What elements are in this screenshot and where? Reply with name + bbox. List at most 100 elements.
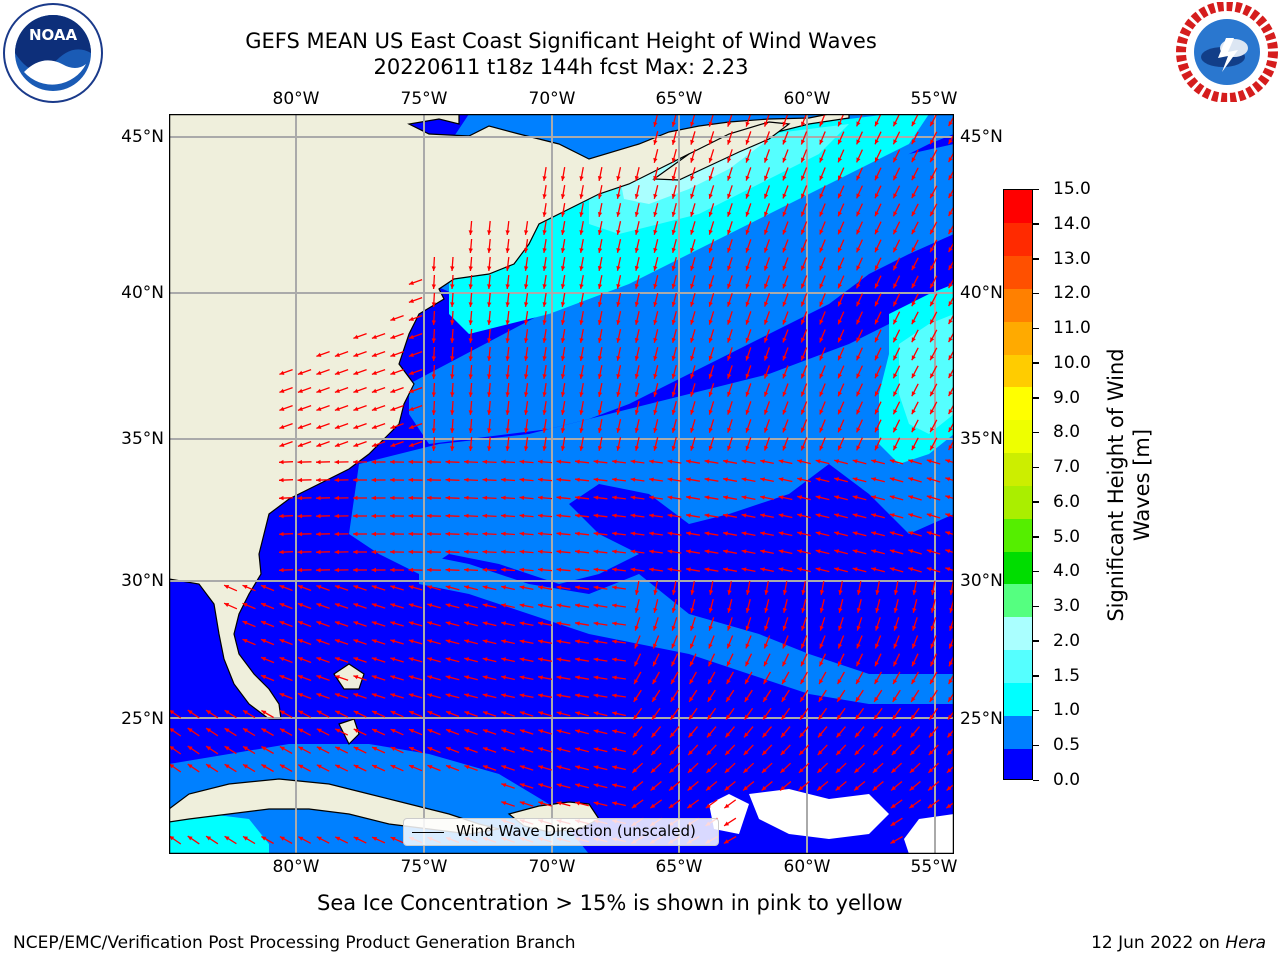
wave-direction-arrowhead [727,247,732,253]
wave-direction-arrowhead [579,230,584,235]
wave-direction-arrowhead [817,768,823,773]
wave-direction-arrowhead [560,194,566,199]
wave-direction-arrowhead [538,477,543,482]
wave-direction-arrowhead [744,732,749,738]
wave-direction-arrowhead [856,607,861,613]
wave-direction-arrowhead [893,445,898,451]
wave-direction-arrowhead [538,567,543,572]
wave-direction-arrowhead [390,388,396,393]
wave-direction-arrowhead [745,391,750,397]
wave-direction-arrowhead [316,639,322,644]
band-1.0-1.5 [449,114,929,334]
wave-direction-arrowhead [519,495,525,500]
wave-direction-arrowhead [505,338,510,343]
wave-direction-arrowhead [335,746,341,751]
wave-direction-arrowhead [560,230,566,235]
wave-direction-arrowhead [279,442,285,447]
wave-direction-arrowhead [727,445,732,451]
wave-direction-arrowhead [634,409,639,415]
wave-direction-arrowhead [353,495,358,501]
wave-direction-arrowhead [556,603,562,608]
lat-label-right: 40°N [960,283,1003,303]
wave-direction-arrowhead [741,495,747,500]
wave-direction-arrowhead [708,643,713,649]
colorbar-tick-label: 7.0 [1053,457,1081,478]
wave-direction-arrowhead [782,157,787,163]
wave-direction-arrowhead [316,728,322,733]
wave-direction-arrowhead [723,531,728,536]
wave-direction-arrowhead [408,477,414,483]
wave-direction-arrowhead [892,732,897,738]
lon-label-bottom: 70°W [528,857,576,877]
wave-direction-arrowhead [778,549,784,554]
wave-direction-arrowhead [745,175,750,181]
wave-direction-arrowhead [801,211,806,217]
wave-direction-arrowhead [593,549,599,554]
wave-direction-arrowhead [431,446,436,451]
wave-direction-arrowhead [468,410,473,415]
wave-direction-arrowhead [464,621,470,626]
wave-direction-arrowhead [575,603,580,608]
wave-direction-arrowhead [316,531,321,537]
wave-direction-arrowhead [560,284,566,289]
wave-direction-arrowhead [762,732,768,738]
wave-direction-arrowhead [704,549,710,554]
wave-direction-arrowhead [838,265,842,271]
wave-direction-arrowhead [852,513,858,518]
wave-direction-arrowhead [482,531,488,536]
wave-direction-arrowhead [464,639,470,644]
wave-direction-arrowhead [649,513,654,518]
wave-direction-arrowhead [745,607,750,613]
wave-direction-arrowhead [708,337,713,343]
wave-direction-arrowhead [575,675,580,680]
wave-direction-arrowhead [782,373,787,379]
wave-direction-arrowhead [464,567,469,572]
colorbar-tick-mark [1033,570,1039,573]
colorbar-cell [1004,518,1032,552]
wave-direction-arrowhead [653,157,658,163]
wave-direction-arrowhead [612,765,617,770]
wave-direction-arrowhead [930,661,935,667]
wave-direction-arrowhead [505,356,510,361]
wave-direction-arrowhead [764,229,769,235]
wave-direction-arrowhead [630,495,636,500]
wave-direction-arrowhead [579,176,584,181]
colorbar-cell [1004,354,1032,388]
wave-direction-arrowhead [501,675,506,680]
wave-direction-arrowhead [688,750,693,756]
wave-direction-arrowhead [593,477,599,482]
wave-direction-arrowhead [743,768,749,773]
lat-label-right: 35°N [960,429,1003,449]
wave-direction-arrowhead [450,302,455,307]
wave-direction-arrowhead [708,409,713,415]
wave-direction-arrowhead [875,391,879,397]
wave-direction-arrowhead [653,661,657,667]
wave-direction-arrowhead [408,298,414,303]
wave-direction-arrowhead [707,696,712,702]
wave-direction-arrowhead [335,728,341,733]
wave-direction-arrowhead [723,567,728,572]
wave-direction-arrowhead [801,625,806,631]
wave-direction-arrowhead [764,247,769,253]
wave-direction-arrowhead [889,459,895,464]
wave-direction-arrowhead [316,746,322,751]
wave-direction-arrowhead [371,388,377,393]
wave-direction-arrowhead [909,768,915,773]
wave-direction-arrowhead [652,679,657,685]
wave-direction-arrowhead [634,229,639,235]
wave-direction-arrowhead [501,513,506,518]
wave-direction-arrowhead [815,459,821,464]
lon-label-bottom: 55°W [910,857,958,877]
wave-direction-arrowhead [575,513,580,518]
wave-direction-arrowhead [298,836,304,841]
wave-direction-arrowhead [575,639,580,644]
wave-direction-arrowhead [908,477,914,482]
no-data-patch-c [904,814,954,854]
wave-direction-arrowhead [801,661,805,667]
wave-direction-arrowhead [556,711,562,716]
colorbar-tick-mark [1033,536,1039,538]
wave-direction-arrowhead [261,836,267,841]
wave-direction-arrowhead [852,567,858,572]
wave-direction-arrowhead [505,284,510,289]
wave-direction-arrowhead [819,247,824,253]
